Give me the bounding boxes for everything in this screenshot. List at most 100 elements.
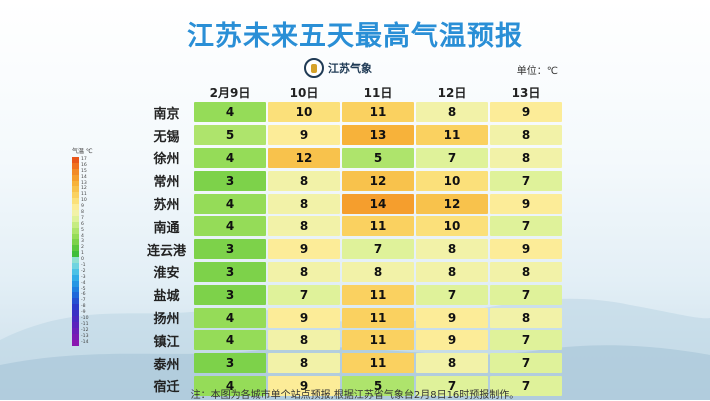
unit-label: 单位：℃ xyxy=(516,66,558,77)
color-legend: 气温 ℃ 17 16 15 14 13 12 11 10 9 8 7 6 5 4 3 2 1 0 -1 -2 -3 -4-… xyxy=(72,146,93,346)
temperature-cell: 8 xyxy=(268,216,340,237)
city-name: 南京 xyxy=(153,106,180,122)
legend-swatch xyxy=(72,251,79,258)
temperature-cell: 9 xyxy=(268,307,340,328)
logo: 江苏气象 xyxy=(304,58,372,78)
city-name: 扬州 xyxy=(153,312,180,328)
column-header: 10日 xyxy=(289,85,319,100)
legend-labels: 17 16 15 14 13 12 11 10 9 8 7 6 5 4 3 2 1 0 -1 -2 -3 -4 -5 -6 -7… xyxy=(81,157,89,346)
temperature-cell: 9 xyxy=(416,330,488,351)
temperature-cell: 10 xyxy=(416,170,488,191)
temperature-cell: 7 xyxy=(416,375,488,396)
temperature-cell: 7 xyxy=(342,239,414,260)
temperature-cell: 8 xyxy=(268,330,340,351)
temperature-cell: 7 xyxy=(490,216,562,237)
legend-swatch xyxy=(72,233,79,240)
temperature-cell: 11 xyxy=(342,216,414,237)
legend-swatch xyxy=(72,210,79,216)
legend-swatch xyxy=(72,292,79,299)
legend-label: 14 xyxy=(81,174,87,180)
temperature-cell: 8 xyxy=(490,307,562,328)
page-title: 江苏未来五天最高气温预报 xyxy=(187,21,523,52)
table-row: 扬州 4 9 11 9 8 xyxy=(140,306,563,329)
temperature-cell: 9 xyxy=(490,193,562,214)
temperature-cell: 11 xyxy=(416,125,488,146)
table-row: 南通 4 8 11 10 7 xyxy=(140,215,563,238)
temperature-cell: 8 xyxy=(490,147,562,168)
temperature-cell: 11 xyxy=(342,307,414,328)
temperature-cell: 8 xyxy=(268,261,340,282)
temperature-cell: 3 xyxy=(194,170,266,191)
city-name: 南通 xyxy=(153,220,180,236)
temperature-cell: 4 xyxy=(194,330,266,351)
city-name: 无锡 xyxy=(153,129,180,145)
legend-swatch xyxy=(72,221,79,228)
legend-swatch xyxy=(72,321,79,328)
temperature-cell: 3 xyxy=(194,261,266,282)
temperature-cell: 9 xyxy=(490,102,562,123)
legend-swatch xyxy=(72,227,79,234)
legend-swatch xyxy=(72,162,79,169)
city-name: 苏州 xyxy=(153,198,180,214)
table-row: 南京 4 10 11 8 9 xyxy=(140,101,563,124)
legend-label: -2 xyxy=(81,268,86,274)
legend-swatch xyxy=(72,215,79,222)
legend-swatch xyxy=(72,180,79,187)
temperature-cell: 3 xyxy=(194,353,266,374)
legend-label: 1 xyxy=(81,251,84,257)
temperature-cell: 4 xyxy=(194,147,266,168)
temperature-cell: 7 xyxy=(268,284,340,305)
legend-swatch xyxy=(72,268,79,275)
legend-swatch xyxy=(72,310,79,317)
temperature-cell: 11 xyxy=(342,353,414,374)
temperature-cell: 7 xyxy=(490,330,562,351)
legend-swatch xyxy=(72,327,79,334)
temperature-cell: 14 xyxy=(342,193,414,214)
temperature-cell: 5 xyxy=(194,125,266,146)
legend-swatch xyxy=(72,286,79,293)
table-row: 常州 3 8 12 10 7 xyxy=(140,169,563,192)
logo-icon xyxy=(304,58,324,78)
temperature-cell: 9 xyxy=(268,125,340,146)
city-name: 常州 xyxy=(153,175,180,191)
legend-label: 15 xyxy=(81,168,87,174)
legend-swatch xyxy=(72,157,79,163)
legend-label: -9 xyxy=(81,310,86,316)
legend-label: 7 xyxy=(81,215,84,221)
legend-label: -12 xyxy=(81,327,89,333)
table-row: 徐州 4 12 5 7 8 xyxy=(140,147,563,170)
temperature-cell: 10 xyxy=(268,102,340,123)
legend-swatch xyxy=(72,274,79,281)
legend-swatch xyxy=(72,263,79,269)
legend-label: -6 xyxy=(81,292,86,298)
temperature-cell: 8 xyxy=(416,261,488,282)
column-header: 12日 xyxy=(437,85,467,100)
temperature-cell: 11 xyxy=(342,102,414,123)
legend-swatch xyxy=(72,304,79,311)
city-name: 徐州 xyxy=(153,152,180,168)
table-row: 苏州 4 8 14 12 9 xyxy=(140,192,563,215)
legend-swatch xyxy=(72,333,79,340)
legend-swatch xyxy=(72,245,79,252)
legend-swatch xyxy=(72,204,79,211)
temperature-cell: 4 xyxy=(194,193,266,214)
table-row: 泰州 3 8 11 8 7 xyxy=(140,352,563,375)
legend-label: 11 xyxy=(81,192,87,198)
legend-color-bar xyxy=(72,157,79,346)
temperature-cell: 9 xyxy=(268,375,340,396)
legend-swatch xyxy=(72,192,79,199)
legend-title: 气温 ℃ xyxy=(72,148,93,155)
legend-swatch xyxy=(72,257,79,264)
temperature-cell: 9 xyxy=(268,239,340,260)
legend-label: 12 xyxy=(81,186,87,192)
legend-label: 6 xyxy=(81,221,84,227)
legend-label: -5 xyxy=(81,286,86,292)
temperature-cell: 7 xyxy=(490,170,562,191)
column-header: 11日 xyxy=(363,85,393,100)
legend-label: 5 xyxy=(81,227,84,233)
table-row: 淮安 3 8 8 8 8 xyxy=(140,261,563,284)
legend-swatch xyxy=(72,316,79,322)
legend-label: -8 xyxy=(81,304,86,310)
city-name: 宿迁 xyxy=(153,380,180,396)
city-name: 镇江 xyxy=(153,334,180,350)
